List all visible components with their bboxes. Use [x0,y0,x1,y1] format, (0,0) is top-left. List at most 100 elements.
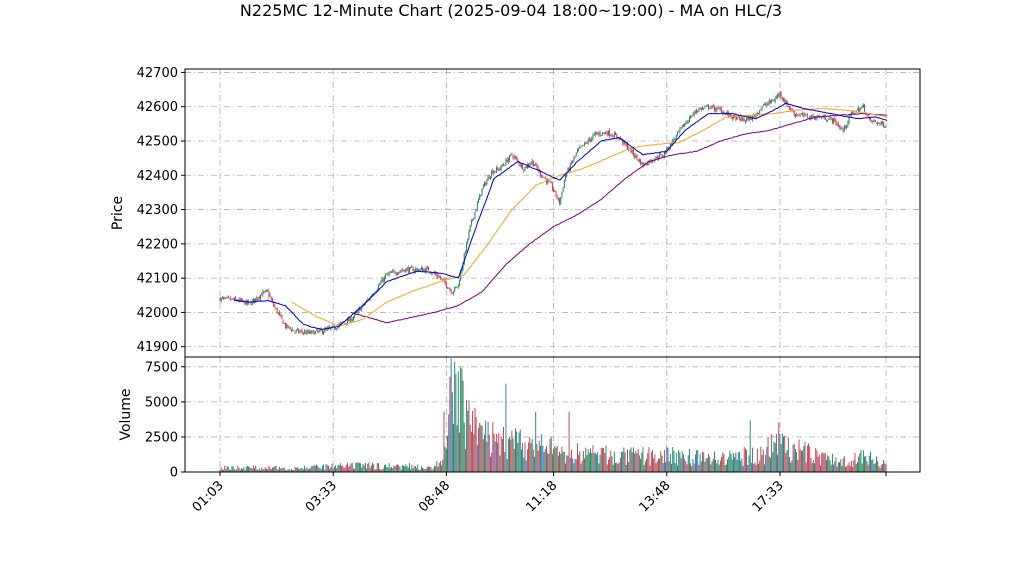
volume-bar [363,465,365,472]
candle-body [769,100,771,103]
volume-bar [758,463,759,472]
candle-body [532,160,534,166]
candle-body [283,323,285,324]
volume-bar [356,462,358,472]
candle-body [822,117,824,118]
candle-body [326,328,328,330]
volume-bar [600,447,602,472]
volume-bar [268,465,270,472]
volume-bar [635,450,637,472]
candle-body [679,128,681,132]
volume-bar [811,462,813,472]
x-tick-label: 13:48 [637,478,674,515]
volume-bar [355,462,357,472]
candle-body [604,132,606,134]
candle-body [605,132,607,134]
candle-body [640,159,642,165]
candle-body [567,168,569,174]
volume-bar [418,469,420,472]
volume-bar [428,466,429,472]
volume-bar [663,449,665,472]
candle-body [785,101,787,104]
candle-body [431,273,433,275]
candle-body [711,105,713,108]
candle-body [279,312,281,315]
candle-body [475,209,477,212]
candle-body [350,318,352,322]
volume-bar [805,462,807,472]
candle-body [850,112,852,116]
volume-bar [317,465,319,472]
candle-body [803,114,805,116]
candle-body [585,142,587,144]
candle-body [244,300,246,305]
volume-bar [350,463,352,472]
volume-bar [441,465,443,472]
ma-fast-line [234,102,888,331]
volume-bar [294,467,296,472]
candle-body [419,268,421,271]
volume-bar [412,468,414,472]
candle-body [693,111,695,115]
volume-bar [755,464,757,472]
volume-bar [447,435,449,472]
volume-bar [590,448,591,472]
volume-bar [497,442,499,472]
volume-bar [220,467,222,472]
candle-body [739,116,740,119]
candle-body [743,119,745,122]
candle-body [746,118,748,121]
volume-bar [644,461,646,472]
candle-body [219,297,221,302]
volume-bar [802,450,804,472]
volume-bar [617,463,619,472]
volume-bar [575,459,577,472]
volume-bar [351,462,353,472]
volume-bar [361,467,363,472]
volume-bar [368,462,370,472]
volume-bar [338,465,340,472]
volume-bar [331,463,333,472]
candle-body [394,272,396,274]
candle-body [804,113,806,116]
candle-body [360,308,362,311]
candle-body [797,114,799,116]
candle-body [513,156,515,158]
volume-bar [749,420,751,472]
volume-bar [596,454,597,472]
volume-bar [460,367,462,472]
candle-body [313,331,315,335]
volume-bar [827,455,829,472]
candle-body [598,133,600,135]
volume-bar [716,463,718,472]
volume-bar [874,463,876,472]
volume-bar [335,465,337,472]
candle-body [301,330,303,333]
candle-body [767,103,769,105]
candle-body [722,111,724,114]
candle-body [858,108,860,112]
candle-body [447,287,449,289]
volume-bar [820,465,821,472]
volume-bar [475,416,477,472]
candle-body [492,170,494,174]
candle-body [638,159,640,162]
candle-body [680,127,682,129]
volume-bar [865,455,867,472]
volume-bar [883,460,885,472]
volume-bar [318,467,320,472]
volume-bar [563,451,565,472]
volume-bar [593,453,595,472]
volume-bar [251,468,253,472]
volume-bar [322,465,323,472]
volume-bar [829,460,831,472]
volume-bar [846,466,848,472]
volume-bar [436,461,438,472]
candle-body [647,161,649,166]
volume-bar [455,373,457,472]
volume-bar [250,467,252,472]
volume-bar [708,454,709,472]
candle-body [385,274,387,278]
volume-bar [741,458,743,472]
volume-bar [764,464,765,472]
